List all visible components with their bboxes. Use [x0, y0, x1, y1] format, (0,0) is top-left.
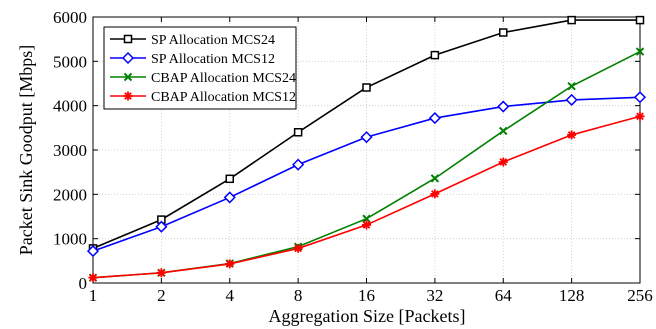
data-point — [121, 51, 135, 65]
data-point — [567, 81, 576, 91]
legend-label: CBAP Allocation MCS12 — [151, 90, 296, 105]
data-point — [635, 15, 645, 25]
y-tick-label: 2000 — [53, 185, 87, 204]
y-tick-label: 3000 — [53, 141, 87, 160]
data-point — [567, 15, 576, 25]
data-point — [430, 174, 440, 183]
series-4 — [88, 111, 645, 283]
series-2 — [86, 91, 647, 258]
legend-item: CBAP Allocation MCS24 — [110, 71, 296, 86]
data-point — [88, 273, 98, 283]
data-point — [428, 112, 441, 125]
x-tick-label: 32 — [426, 286, 443, 305]
data-point — [223, 191, 236, 204]
y-tick-label: 5000 — [53, 52, 87, 71]
data-point — [567, 130, 577, 140]
x-tick-label: 256 — [627, 286, 653, 305]
data-point — [225, 259, 235, 269]
data-point — [156, 268, 166, 278]
data-point — [497, 100, 510, 113]
data-point — [633, 91, 647, 104]
legend-label: SP Allocation MCS24 — [151, 33, 275, 48]
legend: SP Allocation MCS24 SP Allocation MCS12 CB… — [103, 26, 297, 110]
legend-item: CBAP Allocation MCS12 — [110, 90, 296, 105]
grid — [93, 17, 640, 283]
data-point — [498, 157, 508, 167]
data-point — [430, 189, 440, 199]
legend-box — [103, 26, 297, 110]
data-point — [292, 158, 305, 171]
data-point — [362, 214, 371, 223]
data-point — [225, 174, 234, 184]
data-point — [499, 126, 508, 136]
x-axis-label: Aggregation Size [Packets] — [269, 306, 466, 326]
data-point — [360, 131, 373, 144]
x-tick-label: 64 — [495, 286, 513, 305]
series-group — [86, 15, 647, 283]
data-point — [123, 72, 133, 82]
legend-item: SP Allocation MCS24 — [110, 33, 275, 48]
x-tick-label: 128 — [559, 286, 585, 305]
data-point — [430, 50, 440, 60]
y-tick-label: 4000 — [53, 97, 87, 116]
data-point — [565, 93, 578, 106]
legend-label: CBAP Allocation MCS24 — [151, 71, 296, 86]
y-axis: 0 1000 2000 3000 4000 5000 6000 — [53, 8, 640, 293]
data-point — [123, 91, 133, 101]
x-tick-label: 8 — [294, 286, 303, 305]
x-tick-label: 4 — [226, 286, 235, 305]
legend-label: SP Allocation MCS12 — [151, 52, 275, 67]
data-point — [155, 220, 168, 233]
y-tick-label: 0 — [79, 274, 88, 293]
series-1 — [88, 15, 645, 253]
data-point — [362, 220, 371, 230]
y-tick-label: 6000 — [53, 8, 87, 27]
x-axis: 1 2 4 8 16 32 64 128 256 — [89, 17, 653, 305]
data-point — [86, 245, 100, 258]
data-point — [499, 28, 508, 37]
y-axis-label: Packet Sink Goodput [Mbps] — [16, 45, 36, 256]
data-point — [293, 243, 303, 253]
x-tick-label: 16 — [358, 286, 375, 305]
data-point — [293, 128, 303, 137]
x-tick-label: 2 — [157, 286, 166, 305]
legend-item: SP Allocation MCS12 — [110, 51, 275, 67]
x-tick-label: 1 — [89, 286, 98, 305]
data-point — [123, 34, 133, 44]
data-point — [635, 111, 645, 121]
y-tick-label: 1000 — [53, 230, 87, 249]
data-point — [635, 47, 645, 56]
data-point — [362, 83, 371, 92]
